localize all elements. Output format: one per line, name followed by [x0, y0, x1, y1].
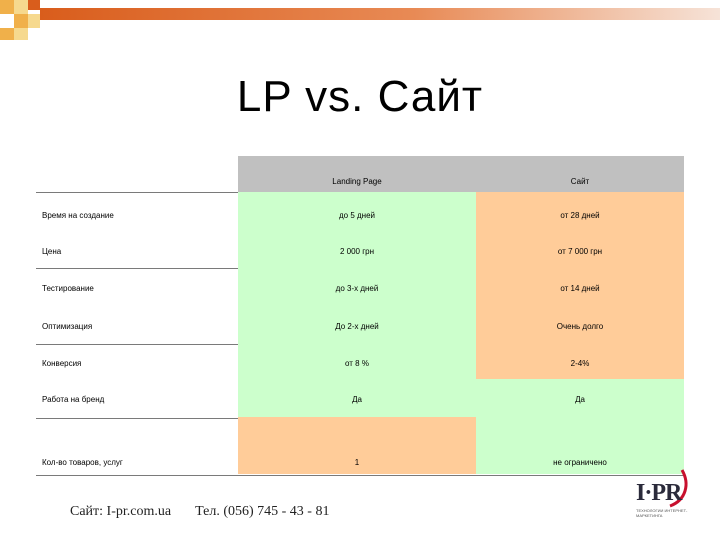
- row-label: Время на создание: [42, 211, 114, 220]
- footer: Сайт: I-pr.com.ua Тел. (056) 745 - 43 - 8…: [70, 504, 353, 520]
- lp-value: до 3-х дней: [238, 267, 476, 305]
- slide-title: LP vs. Сайт: [236, 72, 484, 121]
- table-header-row: Landing Page Сайт: [36, 156, 684, 192]
- deco-square: [14, 14, 28, 28]
- deco-square: [28, 14, 40, 28]
- deco-square: [0, 0, 14, 14]
- table-row: Оптимизация До 2-х дней Очень долго: [36, 305, 684, 343]
- deco-square: [28, 0, 40, 10]
- table-row: Тестирование до 3-х дней от 14 дней: [36, 267, 684, 305]
- site-value: 2-4%: [476, 343, 684, 379]
- header-cell-empty: [36, 156, 238, 192]
- site-value: Да: [476, 379, 684, 417]
- logo-subtitle: ТЕХНОЛОГИИ ИНТЕРНЕТ-МАРКЕТИНГА: [636, 508, 688, 518]
- ipr-logo: I·PR ТЕХНОЛОГИИ ИНТЕРНЕТ-МАРКЕТИНГА: [630, 466, 700, 522]
- row-label: Конверсия: [42, 359, 82, 368]
- row-label: Работа на бренд: [42, 395, 105, 404]
- lp-value: 2 000 грн: [238, 229, 476, 267]
- header-cell-site: Сайт: [476, 156, 684, 192]
- deco-square: [0, 14, 14, 28]
- row-label: Цена: [42, 247, 62, 256]
- header-decoration: [0, 0, 720, 40]
- site-value: от 28 дней: [476, 192, 684, 229]
- footer-phone: Тел. (056) 745 - 43 - 81: [195, 504, 330, 519]
- table-row: Работа на бренд Да Да: [36, 379, 684, 417]
- logo-text: I·PR: [636, 480, 682, 506]
- header-cell-landing-page: Landing Page: [238, 156, 476, 192]
- row-label: Кол-во товаров, услуг: [42, 458, 123, 467]
- row-label: Тестирование: [42, 284, 94, 293]
- lp-value: от 8 %: [238, 343, 476, 379]
- table-row: Цена 2 000 грн от 7 000 грн: [36, 229, 684, 267]
- lp-value: До 2-х дней: [238, 305, 476, 343]
- site-value: Очень долго: [476, 305, 684, 343]
- table-row: Конверсия от 8 % 2-4%: [36, 343, 684, 379]
- site-value: от 14 дней: [476, 267, 684, 305]
- deco-square: [14, 28, 28, 40]
- site-value: не ограничено: [476, 417, 684, 474]
- table-divider: [36, 475, 684, 476]
- logo-swoosh-icon: [669, 469, 688, 508]
- comparison-table: Landing Page Сайт Время на создание до 5…: [36, 156, 684, 476]
- site-value: от 7 000 грн: [476, 229, 684, 267]
- lp-value: до 5 дней: [238, 192, 476, 229]
- table-row: Время на создание до 5 дней от 28 дней: [36, 192, 684, 229]
- deco-square: [14, 0, 28, 14]
- header-gradient-bar: [40, 8, 720, 20]
- footer-site: Сайт: I-pr.com.ua: [70, 504, 172, 519]
- deco-square: [0, 28, 14, 40]
- table-row: Кол-во товаров, услуг 1 не ограничено: [36, 417, 684, 474]
- lp-value: Да: [238, 379, 476, 417]
- row-label: Оптимизация: [42, 322, 93, 331]
- lp-value: 1: [238, 417, 476, 474]
